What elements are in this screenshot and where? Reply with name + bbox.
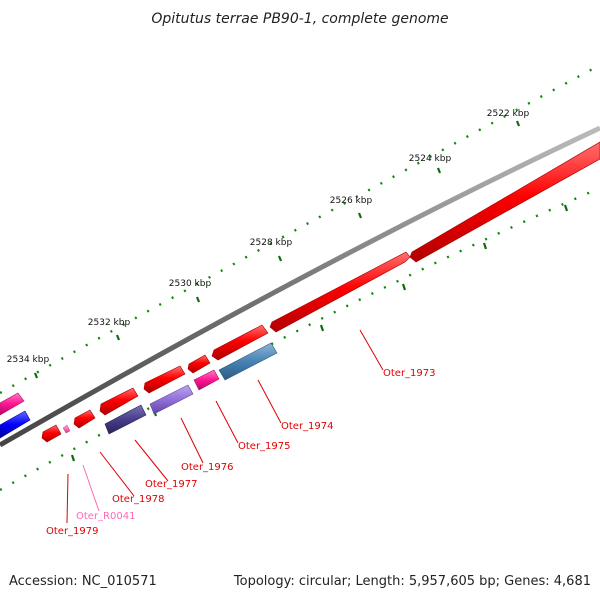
tick-mark (563, 204, 569, 212)
tick-mark (277, 255, 283, 262)
genome-summary-text: Topology: circular; Length: 5,957,605 bp… (233, 574, 591, 589)
gene-oter-1974[interactable] (218, 342, 278, 381)
tick-mark (70, 454, 76, 462)
gene-label-oter-1979: Oter_1979 (46, 526, 99, 537)
leader-oter-r0041 (82, 464, 100, 512)
gene-oter-1979[interactable] (41, 424, 62, 443)
tick-label: 2534 kbp (7, 355, 50, 365)
tick-label: 2532 kbp (88, 318, 131, 328)
tick-mark (319, 324, 325, 332)
inner-tick-ring (0, 186, 600, 492)
genome-backbone (0, 125, 600, 448)
tick-mark (115, 334, 121, 341)
accession-text: Accession: NC_010571 (9, 574, 157, 589)
leader-oter-1973 (359, 329, 384, 371)
map-title: Opitutus terrae PB90-1, complete genome (151, 11, 448, 27)
tick-label: 2524 kbp (409, 154, 452, 164)
gene-label-oter-1976: Oter_1976 (181, 462, 234, 473)
leader-oter-1978 (99, 451, 135, 497)
gene-oter-1972[interactable] (269, 251, 411, 333)
reverse-strand-genes (0, 342, 278, 439)
gene-label-oter-1974: Oter_1974 (281, 421, 334, 432)
tick-mark (357, 212, 363, 219)
forward-strand-genes (0, 141, 600, 443)
tick-mark (33, 372, 39, 379)
gene-oter-1976-fwd[interactable] (143, 365, 186, 394)
leader-lines (66, 329, 384, 524)
leader-oter-1979 (66, 473, 69, 524)
gene-oter-r0041[interactable] (62, 424, 71, 434)
leader-oter-1977 (134, 439, 169, 482)
gene-oter-1974-fwd[interactable] (211, 324, 269, 361)
leader-oter-1975 (215, 400, 239, 444)
gene-label-oter-r0041: Oter_R0041 (76, 511, 135, 522)
gene-label-oter-1978: Oter_1978 (112, 494, 165, 505)
gene-labels: Oter_1973 Oter_1974 Oter_1975 Oter_1976 … (46, 368, 436, 537)
tick-mark (482, 242, 488, 250)
tick-mark (401, 283, 407, 291)
tick-label: 2528 kbp (250, 238, 293, 248)
gene-label-oter-1975: Oter_1975 (238, 441, 291, 452)
gene-oter-1976[interactable] (149, 384, 194, 415)
gene-oter-1977[interactable] (104, 404, 147, 435)
gene-label-oter-1973: Oter_1973 (383, 368, 436, 379)
tick-mark (436, 167, 442, 174)
leader-oter-1974 (257, 379, 282, 424)
gene-label-oter-1977: Oter_1977 (145, 479, 198, 490)
gene-oter-1978[interactable] (99, 387, 139, 416)
leader-oter-1976 (180, 417, 204, 464)
gene-left-blue[interactable] (0, 410, 31, 439)
gene-oter-1975[interactable] (193, 369, 220, 391)
tick-label: 2526 kbp (330, 196, 373, 206)
tick-label: 2522 kbp (487, 109, 530, 119)
gene-oter-1977-fwd[interactable] (73, 409, 96, 429)
gene-oter-1975-fwd[interactable] (187, 354, 211, 374)
tick-label: 2530 kbp (169, 279, 212, 289)
tick-mark (515, 120, 521, 127)
outer-major-ticks (33, 120, 521, 379)
gene-oter-1973[interactable] (409, 141, 600, 263)
tick-labels: 2522 kbp 2524 kbp 2526 kbp 2528 kbp 2530… (7, 109, 530, 365)
gene-left-pink[interactable] (0, 392, 25, 416)
tick-mark (195, 296, 201, 303)
